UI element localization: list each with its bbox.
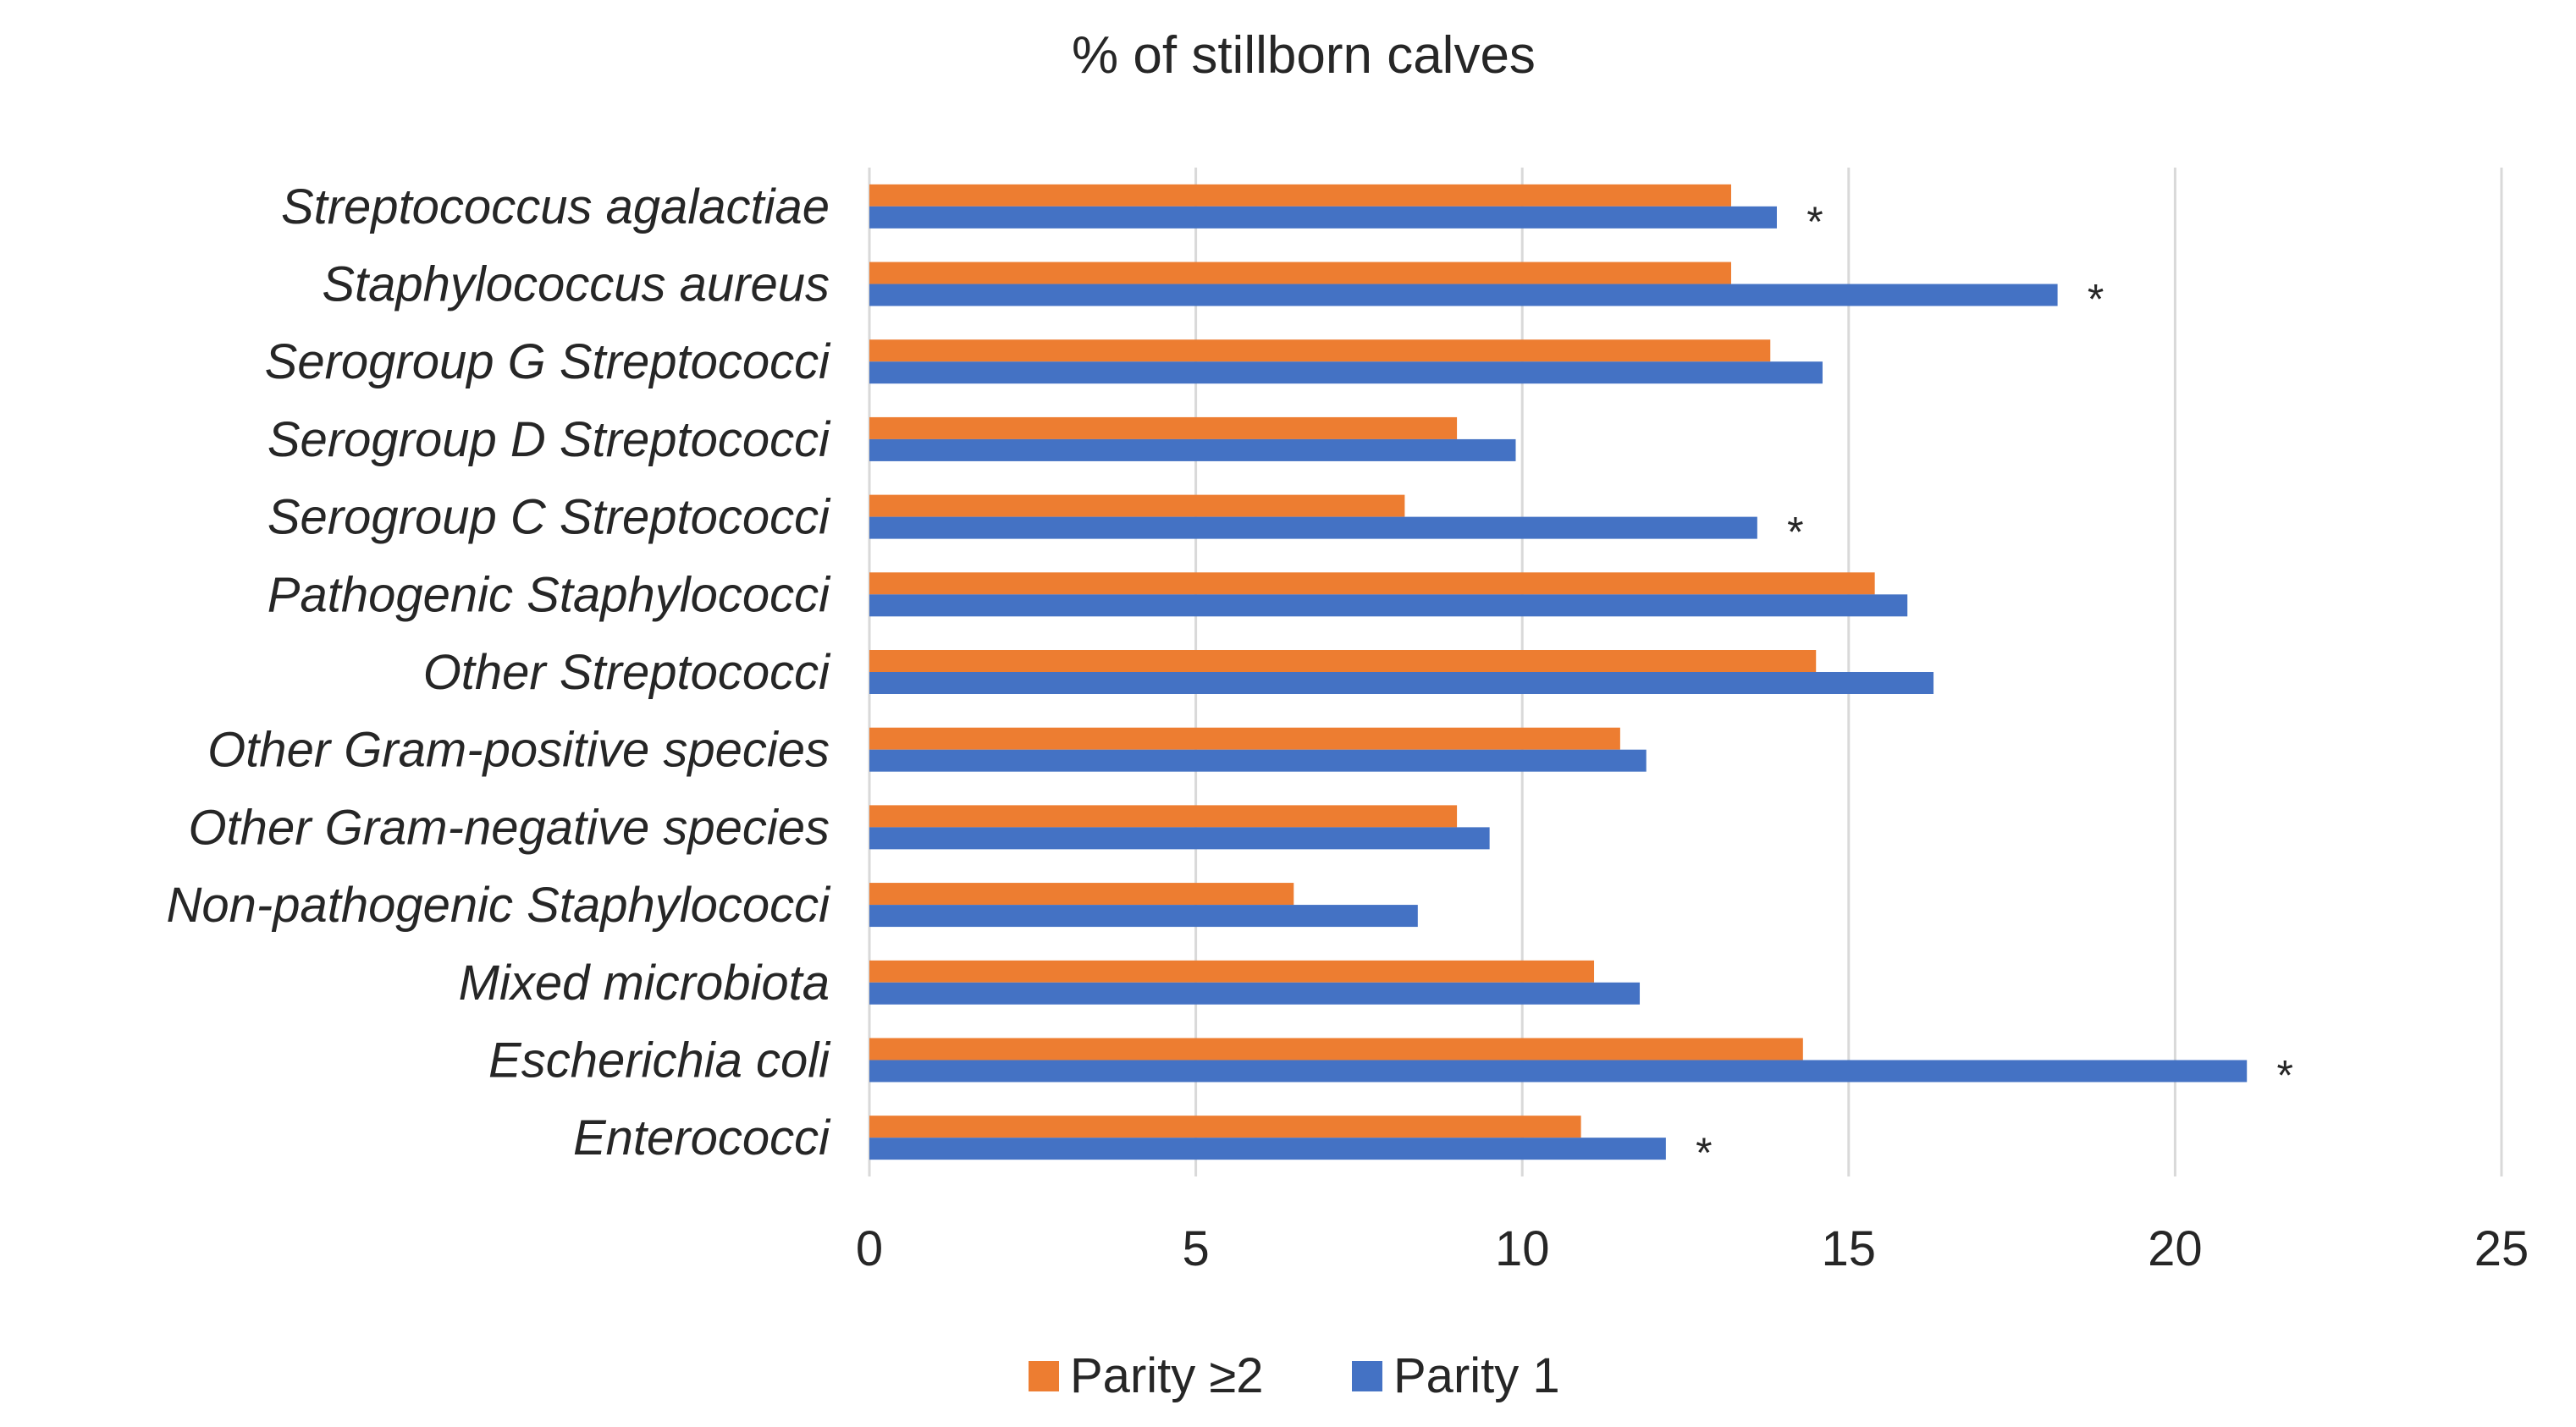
category-label-other-streptococci: Other Streptococci <box>423 645 831 700</box>
bar-parity-1-escherichia-coli <box>869 1060 2248 1083</box>
legend-label-parity-1: Parity 1 <box>1393 1348 1560 1403</box>
bar-parity-ge2-other-gram-negative-species <box>869 805 1458 828</box>
bar-parity-ge2-other-gram-positive-species <box>869 727 1620 750</box>
significance-marker-escherichia-coli: * <box>2276 1051 2292 1099</box>
bar-parity-ge2-serogroup-g-streptococci <box>869 339 1771 362</box>
bar-parity-1-pathogenic-staphylococci <box>869 594 1908 617</box>
bar-parity-ge2-mixed-microbiota <box>869 960 1595 983</box>
x-tick-label-20: 20 <box>2148 1221 2203 1276</box>
bar-parity-ge2-other-streptococci <box>869 650 1817 672</box>
bar-parity-1-staphylococcus-aureus <box>869 284 2058 306</box>
bar-parity-ge2-escherichia-coli <box>869 1038 1803 1061</box>
bar-parity-1-serogroup-c-streptococci <box>869 516 1757 539</box>
bar-parity-1-streptococcus-agalactiae <box>869 206 1777 229</box>
category-label-other-gram-positive-species: Other Gram-positive species <box>207 723 830 778</box>
chart-title: % of stillborn calves <box>1072 26 1536 85</box>
bar-parity-1-serogroup-g-streptococci <box>869 361 1823 384</box>
bar-parity-1-enterococci <box>869 1138 1666 1160</box>
x-tick-label-25: 25 <box>2474 1221 2529 1276</box>
bar-parity-ge2-enterococci <box>869 1116 1581 1138</box>
bars <box>869 184 2248 1160</box>
category-label-enterococci: Enterococci <box>573 1110 831 1165</box>
significance-marker-streptococcus-agalactiae: * <box>1807 198 1823 245</box>
category-label-staphylococcus-aureus: Staphylococcus aureus <box>322 257 830 312</box>
legend-swatch-parity-2-plus <box>1029 1361 1059 1391</box>
category-label-other-gram-negative-species: Other Gram-negative species <box>188 800 830 855</box>
legend-label-parity-2-plus: Parity ≥2 <box>1070 1348 1263 1403</box>
category-label-streptococcus-agalactiae: Streptococcus agalactiae <box>281 179 830 234</box>
category-label-non-pathogenic-staphylococci: Non-pathogenic Staphylococci <box>167 878 832 933</box>
category-labels: Streptococcus agalactiae Staphylococcus a… <box>167 179 832 1165</box>
category-label-escherichia-coli: Escherichia coli <box>488 1033 831 1088</box>
x-axis-ticks: 0 5 10 15 20 25 <box>856 1221 2529 1276</box>
bar-parity-ge2-streptococcus-agalactiae <box>869 184 1731 207</box>
bar-parity-ge2-staphylococcus-aureus <box>869 262 1731 284</box>
bar-parity-ge2-serogroup-d-streptococci <box>869 416 1458 439</box>
bar-parity-ge2-pathogenic-staphylococci <box>869 572 1875 595</box>
significance-marker-serogroup-c-streptococci: * <box>1787 509 1803 556</box>
x-tick-label-5: 5 <box>1182 1221 1209 1276</box>
x-tick-label-10: 10 <box>1495 1221 1550 1276</box>
x-tick-label-0: 0 <box>856 1221 883 1276</box>
x-tick-label-15: 15 <box>1822 1221 1877 1276</box>
bar-parity-1-non-pathogenic-staphylococci <box>869 905 1418 928</box>
bar-parity-1-serogroup-d-streptococci <box>869 438 1516 461</box>
bar-parity-1-other-streptococci <box>869 672 1934 694</box>
category-label-mixed-microbiota: Mixed microbiota <box>459 956 830 1011</box>
category-label-serogroup-g-streptococci: Serogroup G Streptococci <box>265 334 831 389</box>
significance-marker-enterococci: * <box>1696 1129 1712 1176</box>
significance-markers: * * * * * <box>1696 198 2293 1176</box>
category-label-serogroup-c-streptococci: Serogroup C Streptococci <box>268 490 831 545</box>
category-label-serogroup-d-streptococci: Serogroup D Streptococci <box>268 412 831 467</box>
bar-parity-ge2-serogroup-c-streptococci <box>869 494 1405 517</box>
bar-parity-1-other-gram-positive-species <box>869 749 1647 772</box>
bar-parity-1-other-gram-negative-species <box>869 827 1490 850</box>
legend: Parity ≥2 Parity 1 <box>1029 1348 1560 1403</box>
bar-parity-ge2-non-pathogenic-staphylococci <box>869 883 1294 906</box>
bar-parity-1-mixed-microbiota <box>869 982 1641 1005</box>
legend-swatch-parity-1 <box>1352 1361 1382 1391</box>
category-label-pathogenic-staphylococci: Pathogenic Staphylococci <box>268 567 831 622</box>
significance-marker-staphylococcus-aureus: * <box>2088 276 2104 323</box>
